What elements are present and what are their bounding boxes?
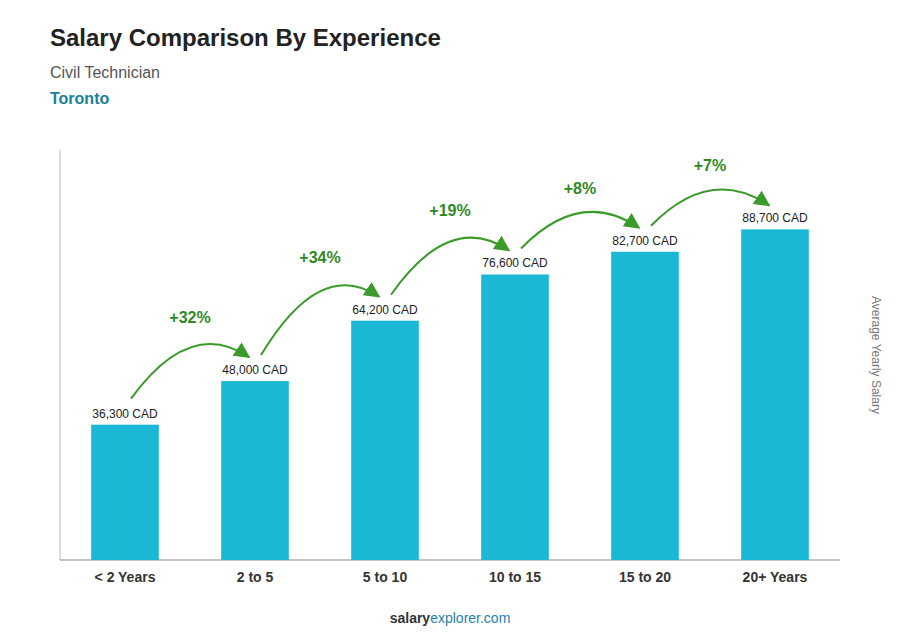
change-arrow — [261, 285, 379, 355]
footer: salaryexplorer.com — [390, 610, 511, 626]
change-annotation: +8% — [564, 180, 596, 197]
x-tick-label: 10 to 15 — [489, 569, 541, 585]
change-annotation: +32% — [169, 309, 210, 326]
change-arrow — [651, 189, 769, 225]
x-tick-label: < 2 Years — [95, 569, 156, 585]
title: Salary Comparison By Experience — [50, 24, 441, 51]
data-label: 36,300 CAD — [92, 407, 158, 421]
change-arrow — [131, 344, 249, 399]
x-tick-label: 5 to 10 — [363, 569, 408, 585]
bar — [221, 381, 289, 560]
bars — [91, 229, 809, 560]
data-label: 82,700 CAD — [612, 234, 678, 248]
bar — [481, 274, 549, 560]
subtitle: Toronto — [50, 90, 109, 107]
change-annotation: +7% — [694, 157, 726, 174]
bar — [351, 321, 419, 560]
x-tick-label: 20+ Years — [743, 569, 808, 585]
chart: Salary Comparison By Experience Civil Tec… — [0, 0, 900, 641]
change-annotation: +19% — [429, 202, 470, 219]
x-tick-label: 15 to 20 — [619, 569, 671, 585]
change-arrow — [391, 238, 509, 295]
data-label: 76,600 CAD — [482, 256, 548, 270]
bar — [611, 252, 679, 560]
footer-part: salary — [390, 610, 431, 626]
subtitle: Civil Technician — [50, 64, 160, 81]
data-label: 64,200 CAD — [352, 303, 418, 317]
y-axis-line — [60, 150, 61, 560]
bar — [91, 425, 159, 560]
bar — [741, 229, 809, 560]
change-annotation: +34% — [299, 249, 340, 266]
x-axis-line — [60, 560, 840, 561]
footer-part: explorer.com — [430, 610, 510, 626]
data-label: 88,700 CAD — [742, 211, 808, 225]
y-axis-label: Average Yearly Salary — [869, 296, 883, 414]
change-arrow — [521, 212, 639, 249]
x-tick-label: 2 to 5 — [237, 569, 274, 585]
data-label: 48,000 CAD — [222, 363, 288, 377]
